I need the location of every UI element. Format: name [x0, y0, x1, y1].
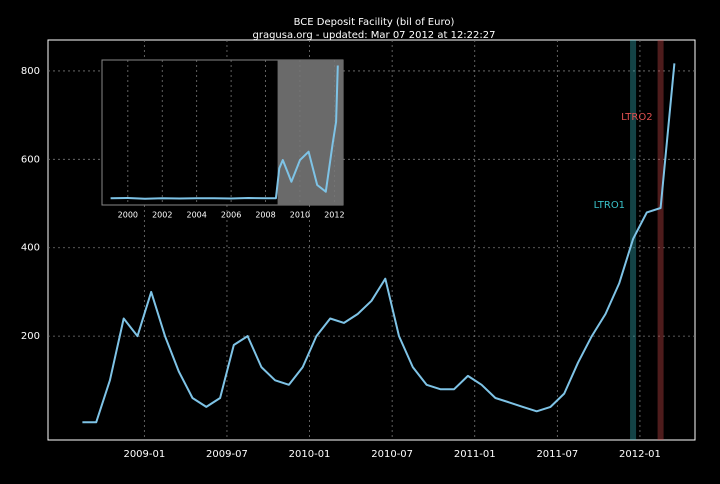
y-tick-label: 400	[21, 243, 40, 254]
y-tick-label: 600	[21, 154, 40, 165]
chart-title: BCE Deposit Facility (bil of Euro)	[294, 17, 455, 28]
x-tick-label: 2006	[221, 211, 241, 220]
x-tick-label: 2002	[152, 211, 172, 220]
x-tick-label: 2010-01	[289, 449, 331, 460]
x-tick-label: 2010	[290, 211, 310, 220]
x-tick-label: 2009-07	[206, 449, 248, 460]
x-tick-label: 2012-01	[619, 449, 661, 460]
shaded-region	[277, 60, 343, 205]
data-line	[82, 63, 676, 424]
x-tick-label: 2010-07	[371, 449, 413, 460]
x-tick-label: 2011-01	[454, 449, 496, 460]
x-tick-label: 2008	[255, 211, 275, 220]
y-tick-label: 800	[21, 66, 40, 77]
x-tick-label: 2011-07	[536, 449, 578, 460]
x-tick-label: 2000	[118, 211, 138, 220]
chart-subtitle: gragusa.org - updated: Mar 07 2012 at 12…	[252, 30, 495, 41]
x-tick-label: 2004	[186, 211, 206, 220]
data-line	[110, 65, 339, 200]
x-tick-label: 2012	[324, 211, 344, 220]
event-band	[657, 40, 664, 440]
x-tick-label: 2009-01	[123, 449, 165, 460]
event-label: LTRO1	[594, 200, 625, 211]
y-tick-label: 200	[21, 331, 40, 342]
event-label: LTRO2	[621, 112, 652, 123]
